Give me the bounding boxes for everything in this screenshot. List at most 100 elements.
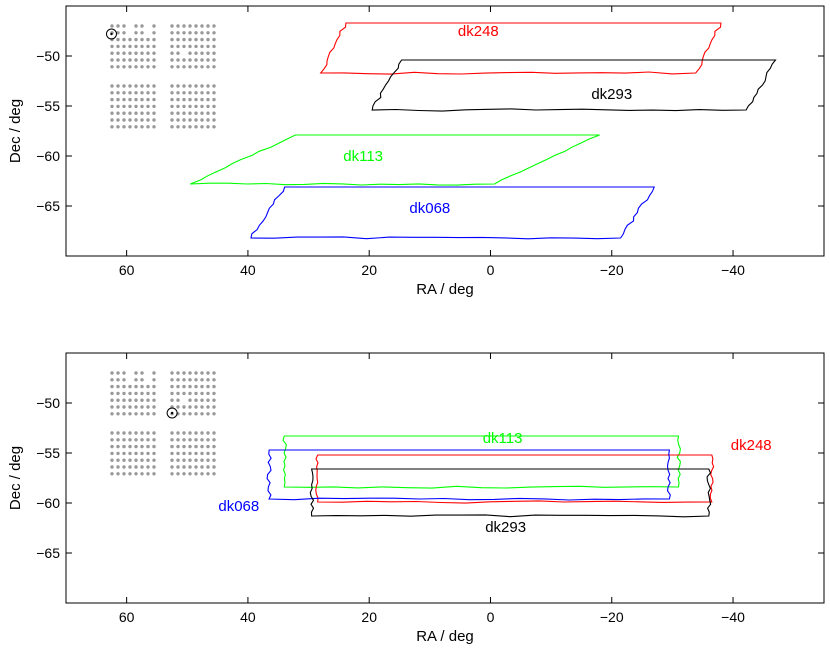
x-tick-label: −40	[721, 609, 745, 625]
detector-dot	[128, 37, 132, 42]
detector-dot	[212, 97, 216, 102]
detector-dot	[116, 398, 120, 402]
detector-dot	[176, 398, 180, 402]
detector-dot	[194, 97, 198, 102]
detector-dot	[188, 125, 192, 129]
detector-dot	[188, 384, 192, 389]
detector-dot	[176, 384, 180, 389]
detector-dot	[140, 37, 144, 42]
detector-dot	[134, 24, 138, 28]
patch-dk248	[319, 22, 722, 75]
detector-dot	[206, 384, 210, 389]
detector-dot	[116, 465, 120, 469]
detector-dot	[116, 84, 120, 88]
detector-dot	[200, 465, 204, 469]
detector-dot	[116, 111, 120, 115]
detector-dot	[194, 58, 198, 62]
detector-dot	[182, 97, 186, 102]
detector-dot	[122, 51, 126, 55]
detector-dot	[146, 58, 150, 62]
detector-dot	[140, 51, 144, 55]
detector-dot	[188, 37, 192, 42]
detector-dot	[182, 438, 186, 442]
detector-dot	[206, 451, 210, 456]
detector-dot	[206, 84, 210, 88]
detector-dot	[170, 65, 174, 69]
detector-dot	[170, 398, 174, 402]
detector-dot	[134, 465, 138, 469]
detector-dot	[170, 51, 174, 55]
detector-dot	[206, 378, 210, 382]
detector-dot	[140, 118, 144, 122]
marker-circle	[166, 407, 178, 419]
detector-dot	[110, 438, 114, 442]
patch-dk248	[315, 454, 715, 504]
y-axis-label: Dec / deg	[7, 446, 24, 510]
detector-dot	[170, 371, 174, 375]
detector-dot	[122, 412, 126, 416]
detector-dot	[122, 398, 126, 402]
detector-dot	[128, 472, 132, 476]
detector-dot	[116, 378, 120, 382]
detector-dot	[152, 405, 156, 409]
detector-dot	[194, 65, 198, 69]
detector-dot	[176, 44, 180, 49]
detector-dot	[134, 438, 138, 442]
detector-dot	[128, 412, 132, 416]
detector-dot	[152, 378, 156, 382]
detector-dot	[140, 104, 144, 109]
detector-dot	[176, 24, 180, 28]
detector-dot	[212, 51, 216, 55]
x-tick-label: −40	[721, 262, 745, 278]
detector-dot	[122, 44, 126, 49]
detector-dot	[110, 431, 114, 435]
detector-dot	[110, 111, 114, 115]
x-axis-label: RA / deg	[416, 628, 474, 645]
patch-label-dk248: dk248	[458, 23, 499, 40]
detector-dot	[194, 405, 198, 409]
detector-dot	[152, 44, 156, 49]
detector-dot	[152, 97, 156, 102]
detector-dot	[146, 431, 150, 435]
detector-dot	[194, 44, 198, 49]
detector-dot	[200, 438, 204, 442]
y-tick-label: −50	[36, 48, 60, 64]
detector-dot	[116, 412, 120, 416]
detector-dot	[152, 391, 156, 396]
detector-dot	[176, 65, 180, 69]
detector-dot	[140, 438, 144, 442]
detector-dot	[134, 398, 138, 402]
detector-dot	[152, 371, 156, 375]
detector-dot	[176, 118, 180, 122]
detector-dot	[212, 58, 216, 62]
detector-dot	[170, 58, 174, 62]
detector-dot	[188, 111, 192, 115]
detector-dot	[194, 91, 198, 95]
detector-dot	[122, 125, 126, 129]
detector-dot	[128, 84, 132, 88]
detector-dot	[134, 37, 138, 42]
detector-dot	[140, 31, 144, 35]
detector-dot	[116, 118, 120, 122]
detector-dot	[200, 371, 204, 375]
detector-dot	[140, 458, 144, 462]
patch-label-dk293: dk293	[591, 86, 632, 103]
detector-dot	[176, 444, 180, 449]
detector-dot	[212, 118, 216, 122]
detector-dot	[128, 391, 132, 396]
detector-dot	[134, 391, 138, 396]
detector-dot	[206, 458, 210, 462]
detector-dot	[134, 412, 138, 416]
detector-dot	[212, 451, 216, 456]
detector-dot	[134, 458, 138, 462]
detector-dot	[182, 65, 186, 69]
detector-dot	[194, 398, 198, 402]
detector-dot	[194, 371, 198, 375]
detector-dot	[200, 104, 204, 109]
detector-dot	[182, 384, 186, 389]
focal-plane-dots	[110, 24, 216, 129]
detector-dot	[206, 444, 210, 449]
detector-dot	[134, 378, 138, 382]
detector-dot	[152, 384, 156, 389]
detector-dot	[170, 118, 174, 122]
